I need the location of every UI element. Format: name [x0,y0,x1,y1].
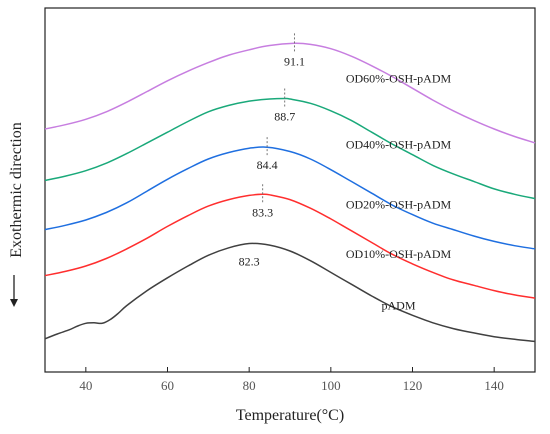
series-line-3 [44,97,536,200]
y-axis-title: Exothermic direction [8,122,25,258]
x-tick-label-3: 100 [321,378,341,393]
series-line-2 [44,146,536,250]
series-label-4: OD60%-OSH-pADM [346,71,452,85]
peak-label-4: 91.1 [284,54,305,68]
series-line-0 [44,242,536,343]
y-axis-arrow [10,275,18,307]
label-layer: 82.3 pADM 83.3 OD10%-OSH-pADM 84.4 OD20%-OSH-… [239,33,452,312]
x-tick-label-5: 140 [484,378,504,393]
series-line-1 [44,193,536,299]
series-label-1: OD10%-OSH-pADM [346,247,452,261]
series-label-2: OD20%-OSH-pADM [346,198,452,212]
x-axis-ticks: 40 60 80 100 120 140 [79,367,504,393]
peak-label-2: 84.4 [257,158,278,172]
series-label-0: pADM [381,298,415,312]
x-tick-label-4: 120 [403,378,423,393]
x-axis-title: Temperature(°C) [236,407,344,424]
series-label-3: OD40%-OSH-pADM [346,138,452,152]
peak-label-3: 88.7 [274,109,295,123]
y-axis-title-group: Exothermic direction [8,122,25,258]
x-tick-label-1: 60 [161,378,174,393]
peak-label-0: 82.3 [239,255,260,269]
plot-frame [44,7,536,373]
x-tick-label-2: 80 [243,378,256,393]
peak-label-1: 83.3 [252,205,273,219]
series-layer [44,42,536,343]
x-tick-label-0: 40 [79,378,92,393]
